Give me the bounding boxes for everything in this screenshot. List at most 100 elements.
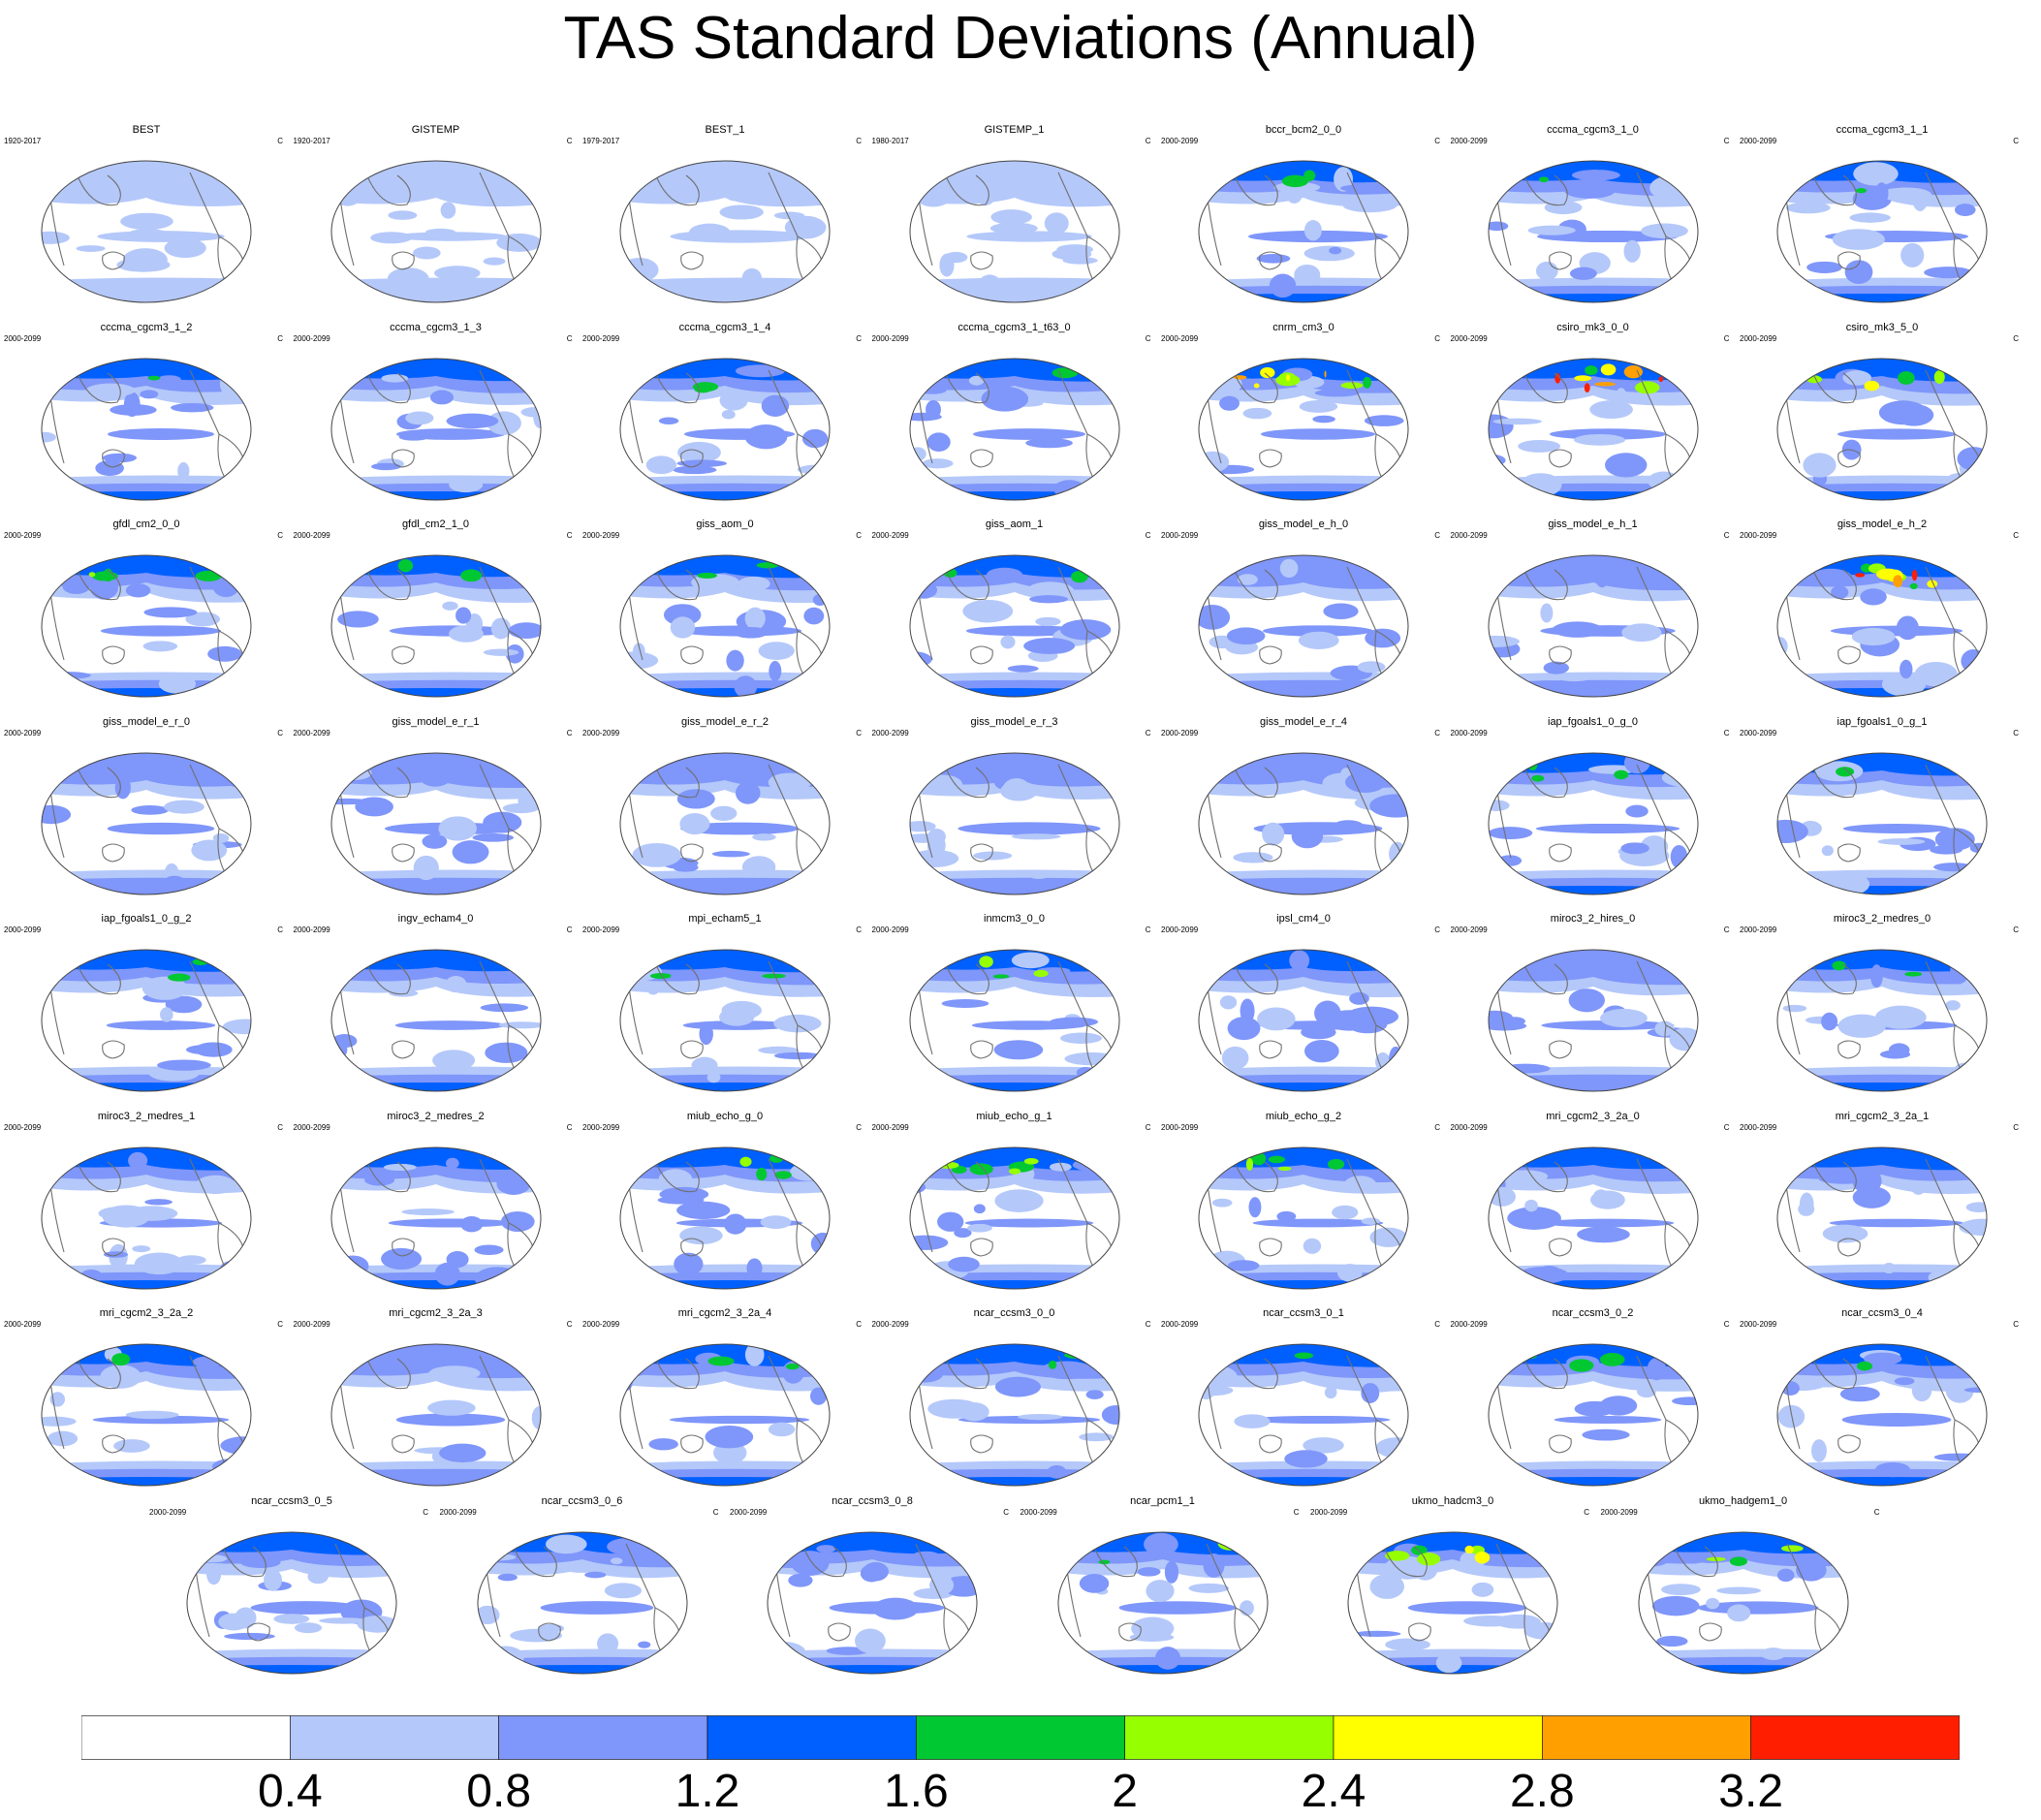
coastline xyxy=(1813,372,1857,403)
panel-title: bccr_bcm2_0_0 xyxy=(1265,124,1342,136)
contour-hotspot xyxy=(1098,1559,1110,1565)
map-outline xyxy=(1776,752,1988,894)
panel-unit: C xyxy=(566,728,573,737)
coastline xyxy=(680,1434,704,1454)
panel-title: ncar_ccsm3_0_8 xyxy=(832,1495,913,1507)
contour-patch xyxy=(1269,273,1297,298)
contour-band xyxy=(909,490,1119,500)
contour-patch xyxy=(294,1622,323,1634)
coastline xyxy=(1954,1024,1980,1051)
contour-patch xyxy=(1671,671,1698,697)
map-outline xyxy=(330,1146,541,1289)
contour-patch xyxy=(113,1439,150,1453)
panel-title: GISTEMP_1 xyxy=(984,124,1045,136)
panel-year-range: 2000-2099 xyxy=(582,1122,620,1132)
panel-year-range: 2000-2099 xyxy=(582,1320,620,1329)
contour-patch xyxy=(1353,1630,1401,1637)
contour-patch xyxy=(160,1007,173,1022)
map-outline xyxy=(909,949,1119,1092)
contour-band xyxy=(1777,885,1987,894)
contour-patch xyxy=(1777,1051,1794,1076)
coastline xyxy=(1259,448,1282,468)
contour-band xyxy=(330,1279,541,1289)
contour-band xyxy=(620,877,830,894)
contour-patch xyxy=(758,1046,800,1054)
contour-patch xyxy=(604,1583,642,1599)
contour-patch xyxy=(1301,1025,1336,1040)
contour-patch xyxy=(1079,1574,1109,1593)
contour-patch xyxy=(1349,991,1369,1005)
map-outline xyxy=(1488,160,1698,303)
coastline xyxy=(1785,1543,1829,1662)
contour-band xyxy=(768,1665,977,1674)
map-panel: ukmo_hadcm3_0 2000-2099 C xyxy=(1308,1495,1597,1689)
contour-patch xyxy=(239,1556,281,1568)
contour-patch xyxy=(735,363,786,377)
contour-patch xyxy=(480,1003,528,1013)
panel-year-range: 2000-2099 xyxy=(1740,926,1777,934)
coastline xyxy=(1259,1434,1282,1454)
panel-year-range: 2000-2099 xyxy=(4,926,42,934)
coastline xyxy=(1086,235,1113,262)
contour-patch xyxy=(1535,823,1680,833)
contour-patch xyxy=(330,963,353,983)
colorbar-tick-label: 3.2 xyxy=(1718,1766,1784,1817)
coastline xyxy=(1056,1355,1100,1474)
contour-band xyxy=(620,277,830,302)
contour-patch xyxy=(1242,407,1272,419)
contour-patch xyxy=(1130,1616,1174,1641)
contour-patch xyxy=(404,411,433,424)
contour-hotspot xyxy=(147,375,161,380)
contour-patch xyxy=(1604,452,1647,477)
coastline xyxy=(1837,1237,1861,1257)
contour-patch xyxy=(1690,1157,1698,1166)
coastline xyxy=(1675,1546,1718,1578)
coastline xyxy=(1235,174,1278,206)
map-plot xyxy=(619,358,831,500)
contour-patch xyxy=(1492,661,1505,680)
coastline xyxy=(680,251,704,270)
contour-hotspot xyxy=(1268,1155,1285,1163)
contour-patch xyxy=(1369,1574,1405,1599)
contour-patch xyxy=(331,765,372,780)
contour-patch xyxy=(474,1266,520,1289)
panel-title: mri_cgcm2_3_2a_1 xyxy=(1835,1110,1930,1122)
coastline xyxy=(1235,1358,1278,1390)
contour-patch xyxy=(679,1226,723,1244)
coastline xyxy=(1056,764,1100,882)
contour-patch xyxy=(1263,625,1373,637)
panel-unit: C xyxy=(1723,333,1730,343)
panel-unit: C xyxy=(1434,333,1440,343)
coastline xyxy=(334,1543,378,1662)
contour-patch xyxy=(909,820,936,832)
coastline xyxy=(367,372,411,403)
panel-title: ingv_echam4_0 xyxy=(397,913,474,925)
contour-patch xyxy=(964,1218,1093,1227)
panel-title: giss_model_e_h_0 xyxy=(1258,518,1349,530)
map-panel: giss_model_e_h_2 2000-2099 C xyxy=(1738,518,2026,712)
panel-year-range: 2000-2099 xyxy=(1161,531,1199,540)
map-outline xyxy=(1776,160,1988,303)
contour-patch xyxy=(1842,369,1872,386)
coastline xyxy=(1813,174,1857,206)
contour-hotspot xyxy=(1593,381,1616,387)
contour-patch xyxy=(1361,1382,1380,1403)
contour-patch xyxy=(1777,1157,1789,1172)
coastline xyxy=(1346,1355,1390,1474)
contour-patch xyxy=(1072,1157,1119,1172)
panel-year-range: 2000-2099 xyxy=(1161,728,1199,737)
coastline xyxy=(367,1161,411,1192)
panel-title: miroc3_2_medres_1 xyxy=(97,1110,196,1122)
coastline xyxy=(680,645,704,665)
map-panel: iap_fgoals1_0_g_0 2000-2099 C xyxy=(1449,716,1738,910)
coastline xyxy=(508,828,534,853)
colorbar-swatch xyxy=(81,1715,291,1760)
contour-patch xyxy=(760,1214,792,1229)
contour-patch xyxy=(103,1250,129,1258)
coastline xyxy=(508,1024,534,1051)
panel-title: ncar_ccsm3_0_2 xyxy=(1552,1307,1634,1319)
map-outline xyxy=(909,1343,1119,1487)
coastline xyxy=(1837,1434,1861,1454)
map-plot xyxy=(1776,1343,1988,1487)
contour-patch xyxy=(1870,964,1883,988)
